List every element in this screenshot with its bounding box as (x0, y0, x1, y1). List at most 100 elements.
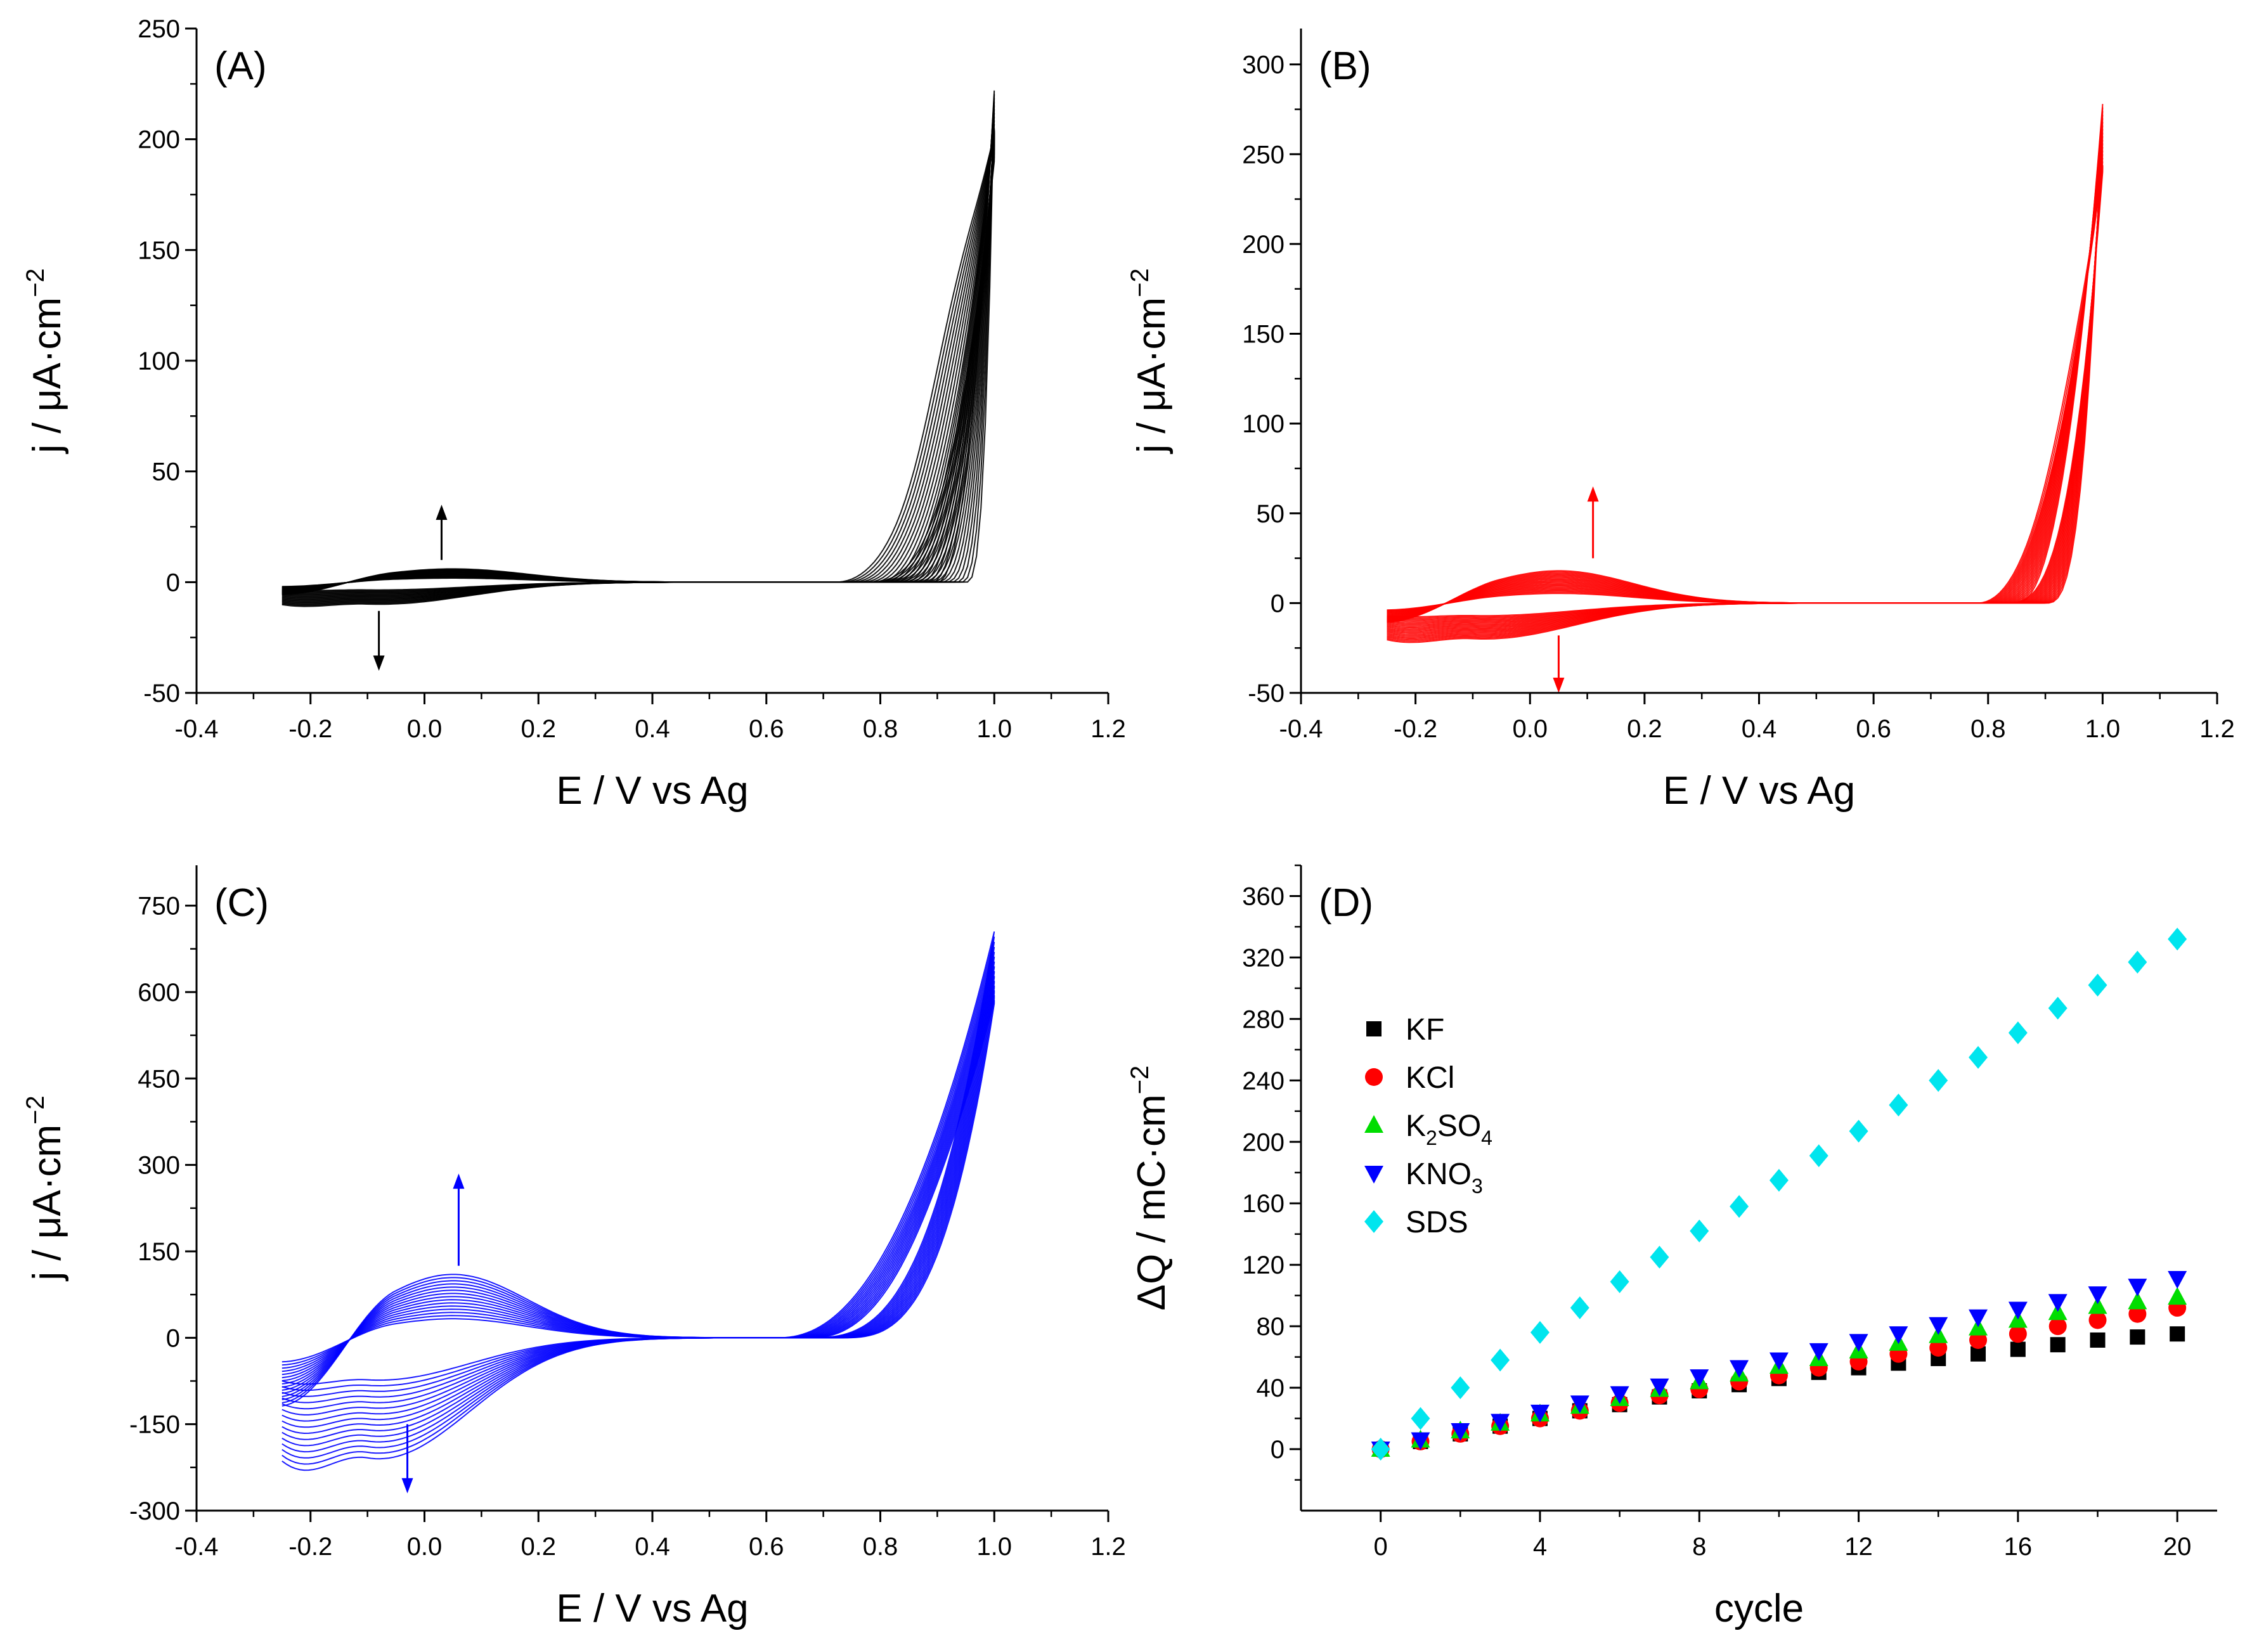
cv-cycle-line (1387, 165, 2104, 619)
y-axis-label: j / μA·cm−2 (1126, 268, 1174, 454)
cv-cycle-line (282, 957, 995, 1416)
legend-marker-k2so4 (1364, 1115, 1383, 1133)
y-tick-label: 200 (138, 126, 180, 154)
y-axis-label: ΔQ / mC·cm−2 (1126, 1066, 1174, 1311)
cv-cycle-line (1387, 118, 2104, 638)
cv-cycle-line (1387, 136, 2104, 631)
cv-cycle-line (282, 132, 995, 592)
x-tick-label: 0.4 (635, 715, 670, 743)
y-tick-label: 240 (1242, 1067, 1285, 1095)
cv-cycle-line (282, 109, 995, 603)
y-tick-label: 200 (1242, 231, 1285, 259)
chart-panel-b: -0.4 -0.2 0.0 0.2 0.4 0.6 0.8 1.0 1.2 -50 0 50 100 15… (1126, 29, 2235, 813)
trend-arrow-head (436, 505, 448, 520)
x-tick-label: 16 (2004, 1533, 2033, 1561)
legend-marker-kno3 (1364, 1166, 1383, 1184)
y-tick-label: 300 (1242, 51, 1285, 79)
x-tick-label: 20 (2163, 1533, 2192, 1561)
legend-subscript: 4 (1481, 1126, 1492, 1149)
y-tick-label: 600 (138, 979, 180, 1007)
cv-cycle-line (282, 985, 995, 1453)
cv-cycle-line (282, 941, 995, 1397)
x-tick-label: -0.4 (175, 715, 219, 743)
cv-cycle-line (282, 105, 995, 604)
data-point-sds (2128, 950, 2147, 974)
y-tick-label: 250 (138, 15, 180, 43)
x-tick-label: 0.2 (1627, 715, 1662, 743)
legend-label-k2so4: K2SO4 (1406, 1109, 1492, 1149)
data-point-kf (2050, 1337, 2066, 1353)
cv-cycle-line (1387, 143, 2104, 628)
x-axis-label: E / V vs Ag (556, 769, 748, 813)
legend-text: KNO (1406, 1158, 1472, 1191)
cv-cycle-line (282, 90, 995, 607)
y-axis-label-superscript: −2 (1126, 1066, 1154, 1095)
cv-cycle-line (282, 946, 995, 1404)
x-tick-label: 0.4 (635, 1533, 670, 1561)
cv-cycle-line (1387, 125, 2104, 635)
data-point-kno3 (1929, 1317, 1948, 1335)
legend-text: KCl (1406, 1061, 1454, 1095)
data-point-kno3 (1570, 1395, 1589, 1414)
y-axis-label-superscript: −2 (22, 1095, 49, 1125)
data-point-kcl (2048, 1317, 2067, 1336)
data-point-k2so4 (2168, 1287, 2187, 1305)
legend-text: SO (1437, 1109, 1481, 1143)
cv-cycle-line (1387, 139, 2104, 630)
y-tick-label: 0 (166, 569, 180, 597)
cv-cycle-line (282, 936, 995, 1391)
data-point-sds (1610, 1270, 1629, 1293)
x-tick-label: 1.2 (1090, 1533, 1126, 1561)
data-point-kf (2090, 1332, 2106, 1348)
x-tick-label: 0.6 (749, 1533, 784, 1561)
x-tick-label: 0.0 (1512, 715, 1548, 743)
x-tick-label: 8 (1692, 1533, 1706, 1561)
cv-cycle-line (282, 130, 995, 597)
cv-cycle-line (282, 132, 995, 593)
cv-cycle-line (282, 966, 995, 1428)
y-tick-label: 320 (1242, 944, 1285, 972)
data-point-kno3 (1530, 1404, 1550, 1423)
cv-cycle-line (1387, 129, 2104, 634)
data-point-kno3 (1690, 1369, 1709, 1388)
cv-cycle-line (282, 1000, 995, 1471)
cv-cycle-line (1387, 103, 2104, 643)
data-point-kf (2130, 1329, 2145, 1345)
data-point-sds (1570, 1296, 1589, 1320)
chart-panel-c: -0.4 -0.2 0.0 0.2 0.4 0.6 0.8 1.0 1.2 -300 -150 0 15… (22, 865, 1126, 1630)
y-axis-label: j / μA·cm−2 (22, 1095, 69, 1281)
cv-cycle-line (282, 976, 995, 1440)
legend-subscript: 2 (1426, 1126, 1437, 1149)
x-tick-label: 0.6 (749, 715, 784, 743)
y-tick-label: 150 (138, 236, 180, 264)
y-tick-label: 40 (1257, 1374, 1285, 1402)
cv-cycle-line (282, 94, 995, 607)
cv-cycle-line (282, 131, 995, 595)
cv-cycle-line (282, 971, 995, 1435)
data-point-sds (2088, 974, 2107, 997)
cv-cycle-line (1387, 157, 2104, 623)
panel-letter: (B) (1319, 44, 1371, 88)
data-point-kno3 (1411, 1432, 1430, 1450)
y-tick-label: 50 (152, 458, 181, 486)
cv-cycle-line (282, 132, 995, 594)
panel-letter: (D) (1319, 881, 1373, 925)
cv-cycle-line (1387, 132, 2104, 633)
cv-cycle-line (282, 990, 995, 1459)
data-point-sds (1809, 1144, 1828, 1168)
data-point-kcl (2009, 1325, 2027, 1343)
legend-text: KF (1406, 1013, 1444, 1047)
x-tick-label: 0 (1374, 1533, 1388, 1561)
data-point-sds (1769, 1168, 1789, 1192)
data-point-sds (2168, 927, 2187, 951)
cv-cycle-line (1387, 150, 2104, 626)
x-tick-label: 0.4 (1742, 715, 1777, 743)
data-point-kno3 (1969, 1309, 1988, 1327)
chart-panel-a: -0.4 -0.2 0.0 0.2 0.4 0.6 0.8 1.0 1.2 -50 0 50 100 15… (22, 15, 1126, 813)
data-point-sds (1969, 1045, 1988, 1069)
y-tick-label: 250 (1242, 141, 1285, 169)
cv-cycle-line (1387, 165, 2104, 621)
cv-cycle-line (282, 120, 995, 601)
y-axis-label-text: ΔQ / mC·cm (1130, 1094, 1174, 1310)
data-point-kno3 (1730, 1360, 1749, 1378)
